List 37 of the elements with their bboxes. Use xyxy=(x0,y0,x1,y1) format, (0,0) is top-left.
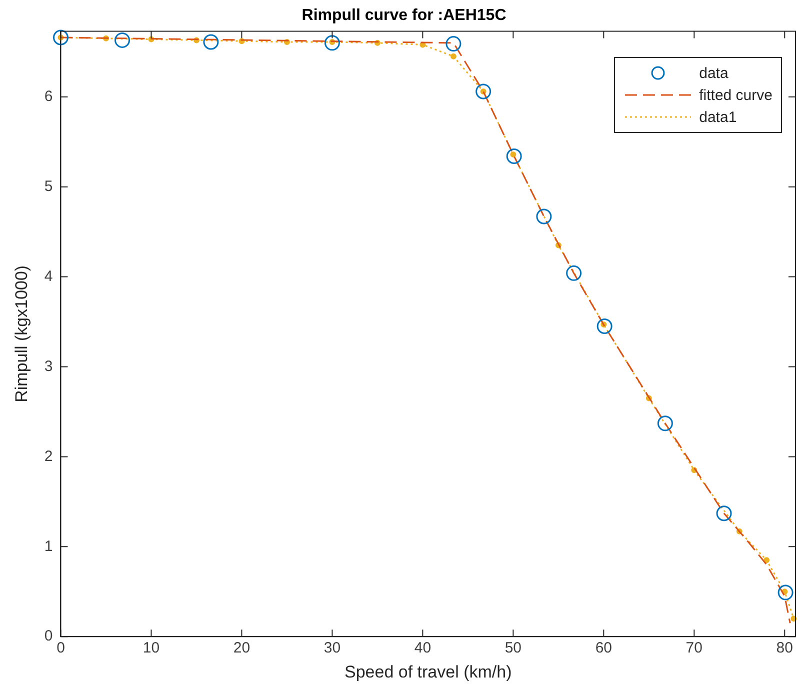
x-tick-label: 50 xyxy=(504,640,522,657)
chart-title: Rimpull curve for :AEH15C xyxy=(302,7,507,24)
point xyxy=(52,30,68,46)
y-tick-label: 0 xyxy=(44,628,53,645)
y-tick-label: 5 xyxy=(44,178,53,195)
point xyxy=(476,84,492,100)
y-tick-label: 2 xyxy=(44,448,53,465)
y-axis-title: Rimpull (kgx1000) xyxy=(12,265,31,402)
x-tick-label: 70 xyxy=(686,640,702,657)
point xyxy=(764,557,770,564)
point xyxy=(324,35,340,51)
point xyxy=(506,148,522,164)
y-tick-label: 4 xyxy=(44,268,53,285)
point xyxy=(596,318,612,334)
point xyxy=(114,32,130,48)
point xyxy=(446,36,462,52)
point xyxy=(657,416,673,432)
x-tick-label: 10 xyxy=(142,640,160,657)
point xyxy=(536,208,552,224)
point xyxy=(566,265,582,281)
legend-label: fitted curve xyxy=(699,86,772,104)
x-tick-label: 40 xyxy=(414,640,432,657)
point xyxy=(450,53,456,60)
point xyxy=(203,34,219,50)
x-axis-title: Speed of travel (km/h) xyxy=(344,662,512,682)
x-tick-label: 60 xyxy=(595,640,612,657)
x-tick-label: 80 xyxy=(776,640,793,657)
x-tick-label: 0 xyxy=(56,640,65,657)
y-tick-label: 3 xyxy=(44,358,53,375)
legend-label: data xyxy=(699,64,728,82)
y-tick-label: 1 xyxy=(44,538,53,555)
point xyxy=(778,584,794,600)
point xyxy=(716,506,732,522)
x-tick-label: 30 xyxy=(324,640,341,657)
x-tick-label: 20 xyxy=(233,640,250,657)
y-tick-label: 6 xyxy=(44,88,53,106)
legend-label: data1 xyxy=(699,108,737,126)
